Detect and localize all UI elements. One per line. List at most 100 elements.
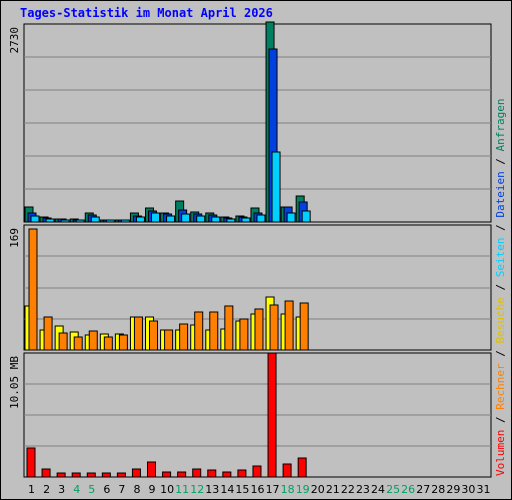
bar-volumen-day-14 bbox=[222, 471, 232, 478]
legend-item-rechner: Rechner bbox=[494, 363, 507, 410]
x-tick-label: 29 bbox=[446, 483, 460, 496]
bar-rechner-day-12 bbox=[194, 311, 204, 351]
bar-volumen-day-18 bbox=[282, 463, 292, 478]
x-tick-label: 13 bbox=[205, 483, 219, 496]
x-tick-label: 23 bbox=[356, 483, 370, 496]
chart-title: Tages-Statistik im Monat April 2026 bbox=[20, 6, 273, 20]
bar-seiten-day-3 bbox=[60, 219, 70, 223]
x-tick-label: 9 bbox=[149, 483, 156, 496]
bar-volumen-day-9 bbox=[147, 461, 157, 478]
bar-seiten-day-1 bbox=[30, 215, 40, 223]
x-tick-label: 4 bbox=[73, 483, 80, 496]
x-tick-label: 28 bbox=[431, 483, 445, 496]
bar-volumen-day-13 bbox=[207, 469, 217, 478]
legend-item-besuche: Besuche bbox=[494, 297, 507, 343]
x-tick-label: 26 bbox=[401, 483, 415, 496]
x-tick-label: 2 bbox=[43, 483, 50, 496]
bar-seiten-day-7 bbox=[120, 219, 130, 223]
x-tick-label: 5 bbox=[88, 483, 95, 496]
bar-rechner-day-7 bbox=[118, 334, 128, 351]
legend-item-volumen: Volumen bbox=[494, 430, 507, 476]
bar-rechner-day-14 bbox=[224, 305, 234, 351]
panel-max-label: 169 bbox=[8, 228, 21, 248]
bar-volumen-day-2 bbox=[41, 468, 51, 478]
bar-rechner-day-16 bbox=[254, 308, 264, 351]
x-tick-label: 25 bbox=[386, 483, 400, 496]
bar-seiten-day-17 bbox=[271, 151, 281, 223]
x-tick-label: 27 bbox=[416, 483, 430, 496]
x-tick-label: 12 bbox=[190, 483, 204, 496]
x-tick-label: 3 bbox=[58, 483, 65, 496]
bar-volumen-day-16 bbox=[252, 465, 262, 478]
bar-seiten-day-12 bbox=[196, 215, 206, 223]
bar-seiten-day-6 bbox=[105, 219, 115, 223]
bar-rechner-day-11 bbox=[179, 323, 189, 351]
bar-seiten-day-18 bbox=[286, 212, 296, 223]
bar-volumen-day-1 bbox=[26, 447, 36, 478]
bar-volumen-day-5 bbox=[86, 472, 96, 478]
bar-volumen-day-10 bbox=[162, 471, 172, 478]
legend-separator: / bbox=[494, 218, 507, 238]
bar-volumen-day-3 bbox=[56, 472, 66, 478]
legend: Volumen / Rechner / Besuche / Seiten / D… bbox=[494, 98, 507, 476]
bar-rechner-day-8 bbox=[133, 316, 143, 351]
bar-seiten-day-14 bbox=[226, 218, 236, 223]
x-tick-label: 6 bbox=[103, 483, 110, 496]
bar-rechner-day-5 bbox=[88, 330, 98, 351]
bar-seiten-day-9 bbox=[151, 212, 161, 223]
legend-item-anfragen: Anfragen bbox=[494, 98, 507, 151]
bar-rechner-day-17 bbox=[269, 304, 279, 351]
bar-seiten-day-13 bbox=[211, 216, 221, 223]
bar-rechner-day-15 bbox=[239, 318, 249, 351]
x-tick-label: 24 bbox=[371, 483, 385, 496]
bar-volumen-day-11 bbox=[177, 471, 187, 478]
x-tick-label: 10 bbox=[160, 483, 174, 496]
x-tick-label: 15 bbox=[235, 483, 249, 496]
bar-rechner-day-6 bbox=[103, 336, 113, 351]
bar-seiten-day-5 bbox=[90, 216, 100, 223]
x-tick-label: 17 bbox=[266, 483, 280, 496]
bar-seiten-day-10 bbox=[166, 215, 176, 223]
bar-seiten-day-11 bbox=[181, 213, 191, 223]
x-tick-label: 19 bbox=[296, 483, 310, 496]
bar-seiten-day-2 bbox=[45, 218, 55, 223]
bar-rechner-day-18 bbox=[284, 300, 294, 351]
x-tick-label: 21 bbox=[326, 483, 340, 496]
panel-max-label: 10.05 MB bbox=[8, 356, 21, 409]
legend-separator: / bbox=[494, 151, 507, 171]
bar-volumen-day-12 bbox=[192, 468, 202, 478]
legend-separator: / bbox=[494, 410, 507, 430]
x-tick-label: 16 bbox=[251, 483, 265, 496]
bar-rechner-day-19 bbox=[299, 302, 309, 351]
x-tick-label: 31 bbox=[476, 483, 490, 496]
legend-item-seiten: Seiten bbox=[494, 238, 507, 278]
bar-rechner-day-3 bbox=[58, 332, 68, 351]
x-tick-label: 14 bbox=[220, 483, 234, 496]
x-tick-label: 30 bbox=[461, 483, 475, 496]
legend-separator: / bbox=[494, 277, 507, 297]
x-tick-label: 18 bbox=[281, 483, 295, 496]
bar-seiten-day-19 bbox=[301, 210, 311, 223]
bar-seiten-day-4 bbox=[75, 219, 85, 223]
x-tick-label: 11 bbox=[175, 483, 189, 496]
panel-max-label: 2730 bbox=[8, 27, 21, 54]
x-tick-label: 20 bbox=[311, 483, 325, 496]
bar-rechner-day-2 bbox=[43, 316, 53, 351]
bar-volumen-day-15 bbox=[237, 469, 247, 478]
bar-volumen-day-19 bbox=[297, 457, 307, 478]
bar-seiten-day-16 bbox=[256, 214, 266, 223]
bar-seiten-day-8 bbox=[135, 216, 145, 223]
bar-volumen-day-8 bbox=[131, 468, 141, 478]
legend-separator: / bbox=[494, 344, 507, 364]
bar-rechner-day-1 bbox=[28, 228, 38, 351]
bar-rechner-day-4 bbox=[73, 336, 83, 351]
bar-rechner-day-10 bbox=[164, 329, 174, 351]
bar-volumen-day-6 bbox=[101, 472, 111, 478]
x-tick-label: 22 bbox=[341, 483, 355, 496]
bar-rechner-day-13 bbox=[209, 311, 219, 351]
bar-volumen-day-17 bbox=[267, 352, 277, 478]
bar-rechner-day-9 bbox=[149, 320, 159, 351]
bar-volumen-day-4 bbox=[71, 472, 81, 478]
